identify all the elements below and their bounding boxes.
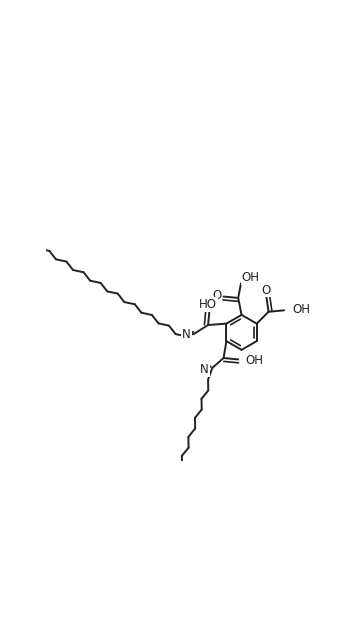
Text: O: O bbox=[261, 284, 270, 296]
Text: N: N bbox=[182, 329, 191, 341]
Text: OH: OH bbox=[292, 303, 310, 316]
Text: HO: HO bbox=[199, 298, 217, 311]
Text: OH: OH bbox=[246, 354, 264, 367]
Text: N: N bbox=[200, 363, 209, 376]
Text: OH: OH bbox=[242, 271, 260, 284]
Text: O: O bbox=[212, 289, 221, 302]
